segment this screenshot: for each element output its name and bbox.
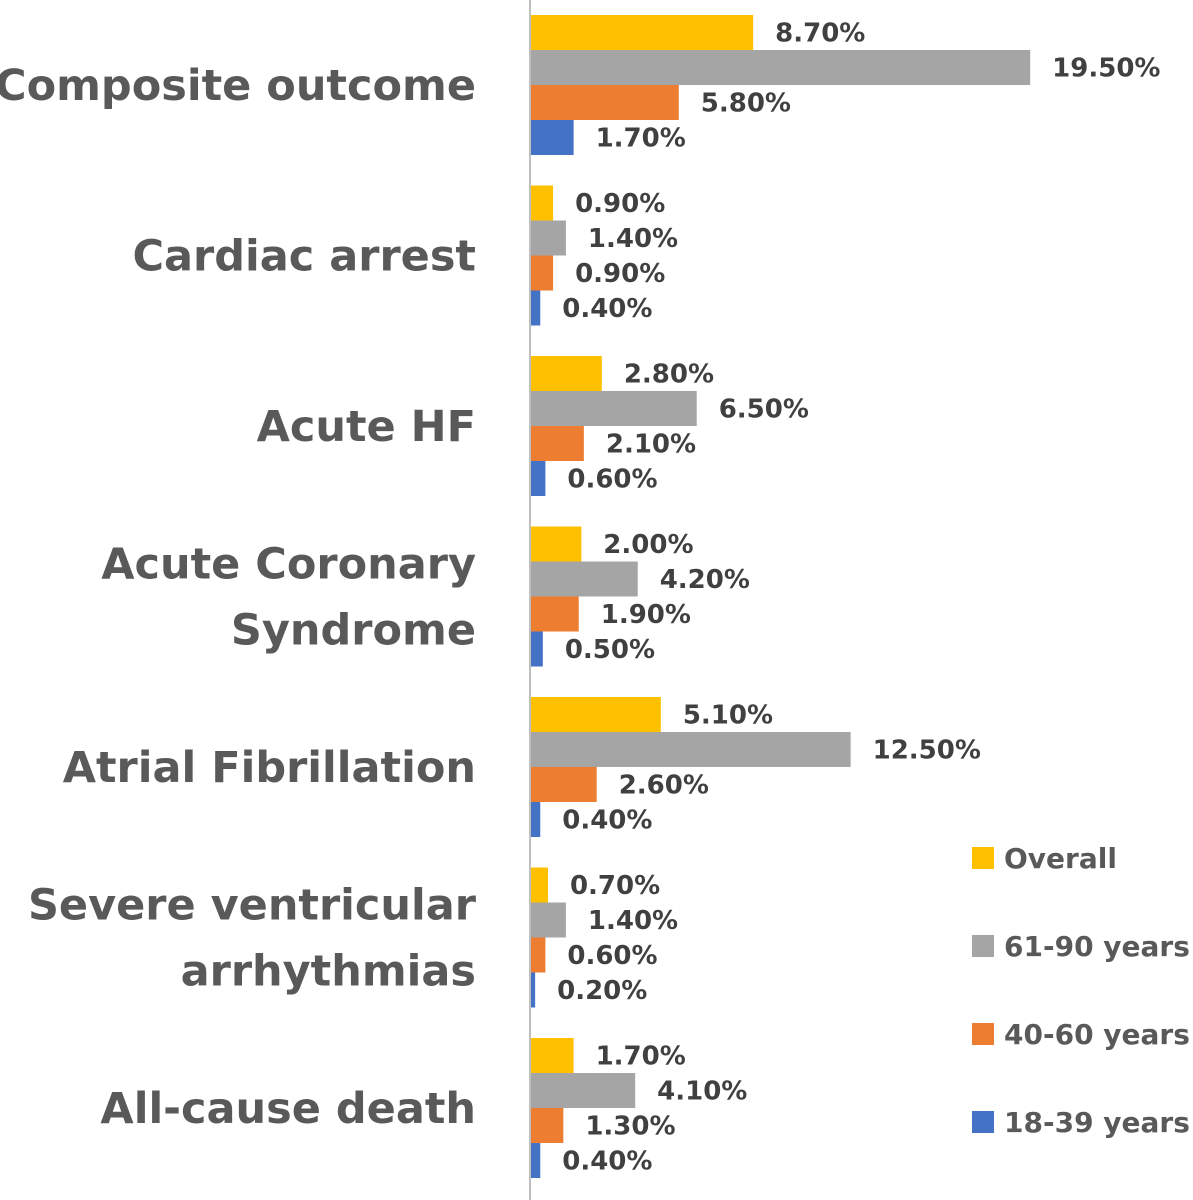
category-label-line: Cardiac arrest [132,232,476,282]
value-label-acute-coronary-syndrome-40-60-years: 1.90% [601,600,691,630]
legend-label-61-90-years: 61-90 years [1004,930,1190,963]
bar-atrial-fibrillation-40-60-years [530,767,597,802]
value-label-atrial-fibrillation-18-39-years: 0.40% [562,806,652,836]
category-label-acute-hf: Acute HF [257,402,476,452]
value-label-acute-coronary-syndrome-overall: 2.00% [603,530,693,560]
category-label-cardiac-arrest: Cardiac arrest [132,232,476,282]
legend-label-18-39-years: 18-39 years [1004,1106,1190,1139]
bar-atrial-fibrillation-18-39-years [530,802,541,837]
value-label-cardiac-arrest-61-90-years: 1.40% [588,224,678,254]
category-label-severe-ventricular-arrhythmias: Severe ventricular arrhythmias [28,881,477,997]
value-label-acute-hf-overall: 2.80% [624,360,714,390]
value-label-cardiac-arrest-overall: 0.90% [575,189,665,219]
bar-acute-coronary-syndrome-40-60-years [530,596,579,632]
bar-acute-hf-18-39-years [530,461,546,496]
category-label-line: Syndrome [231,606,476,656]
value-label-all-cause-death-18-39-years: 0.40% [562,1147,652,1177]
value-label-atrial-fibrillation-overall: 5.10% [683,701,773,731]
value-label-acute-hf-18-39-years: 0.60% [567,465,657,495]
legend-swatch-18-39-years [972,1111,994,1133]
bar-all-cause-death-40-60-years [530,1108,564,1143]
bar-composite-outcome-40-60-years [530,85,679,120]
value-label-acute-coronary-syndrome-18-39-years: 0.50% [565,635,655,665]
value-label-acute-hf-40-60-years: 2.10% [606,430,696,460]
legend-swatch-overall [972,847,994,869]
category-label-line: All-cause death [100,1084,476,1134]
value-label-atrial-fibrillation-40-60-years: 2.60% [619,771,709,801]
category-labels-group: Composite outcome Cardiac arrest Acute HF A… [0,61,477,1134]
bar-acute-hf-overall [530,356,602,391]
bar-cardiac-arrest-18-39-years [530,290,541,326]
bar-severe-ventricular-arrhythmias-18-39-years [530,972,536,1008]
value-label-all-cause-death-40-60-years: 1.30% [585,1112,675,1142]
bar-all-cause-death-overall [530,1038,574,1073]
bar-cardiac-arrest-61-90-years [530,220,566,256]
bar-severe-ventricular-arrhythmias-overall [530,867,548,903]
bar-acute-coronary-syndrome-18-39-years [530,631,543,667]
category-label-line: arrhythmias [181,947,476,997]
bar-composite-outcome-overall [530,15,754,50]
value-label-all-cause-death-overall: 1.70% [596,1042,686,1072]
value-label-severe-ventricular-arrhythmias-40-60-years: 0.60% [567,941,657,971]
bar-acute-hf-61-90-years [530,391,697,426]
bar-severe-ventricular-arrhythmias-61-90-years [530,902,566,938]
category-label-all-cause-death: All-cause death [100,1084,476,1134]
bar-acute-hf-40-60-years [530,426,584,461]
bar-atrial-fibrillation-61-90-years [530,732,851,767]
value-label-composite-outcome-overall: 8.70% [775,19,865,49]
category-label-line: Severe ventricular [28,881,477,931]
category-label-line: Atrial Fibrillation [63,743,476,793]
value-label-cardiac-arrest-18-39-years: 0.40% [562,294,652,324]
bar-acute-coronary-syndrome-61-90-years [530,561,638,597]
value-label-acute-coronary-syndrome-61-90-years: 4.20% [660,565,750,595]
legend: Overall 61-90 years 40-60 years 18-39 years [972,842,1190,1139]
bar-severe-ventricular-arrhythmias-40-60-years [530,937,546,973]
value-label-severe-ventricular-arrhythmias-overall: 0.70% [570,871,660,901]
category-label-line: Acute Coronary [101,540,476,590]
bar-atrial-fibrillation-overall [530,697,661,732]
bar-all-cause-death-61-90-years [530,1073,636,1108]
value-label-severe-ventricular-arrhythmias-18-39-years: 0.20% [557,976,647,1006]
value-labels-group: 8.70% 19.50% 5.80% 1.70% 0.90% 1.40% 0.90% 0.40… [557,19,1160,1177]
value-label-composite-outcome-18-39-years: 1.70% [596,124,686,154]
legend-swatch-40-60-years [972,1023,994,1045]
value-label-cardiac-arrest-40-60-years: 0.90% [575,259,665,289]
bars-group [530,15,1031,1178]
category-label-line: Acute HF [257,402,476,452]
legend-label-40-60-years: 40-60 years [1004,1018,1190,1051]
bar-cardiac-arrest-overall [530,185,554,221]
category-label-line: Composite outcome [0,61,476,111]
bar-composite-outcome-18-39-years [530,120,574,155]
value-label-acute-hf-61-90-years: 6.50% [719,395,809,425]
bar-all-cause-death-18-39-years [530,1143,541,1178]
bar-cardiac-arrest-40-60-years [530,255,554,291]
value-label-atrial-fibrillation-61-90-years: 12.50% [873,736,981,766]
category-label-composite-outcome: Composite outcome [0,61,476,111]
value-label-composite-outcome-61-90-years: 19.50% [1052,54,1160,84]
category-label-acute-coronary-syndrome: Acute Coronary Syndrome [101,540,476,656]
value-label-all-cause-death-61-90-years: 4.10% [657,1077,747,1107]
legend-swatch-61-90-years [972,935,994,957]
value-label-composite-outcome-40-60-years: 5.80% [701,89,791,119]
legend-label-overall: Overall [1004,842,1117,875]
category-label-atrial-fibrillation: Atrial Fibrillation [63,743,476,793]
bar-composite-outcome-61-90-years [530,50,1031,85]
bar-acute-coronary-syndrome-overall [530,526,582,562]
value-label-severe-ventricular-arrhythmias-61-90-years: 1.40% [588,906,678,936]
